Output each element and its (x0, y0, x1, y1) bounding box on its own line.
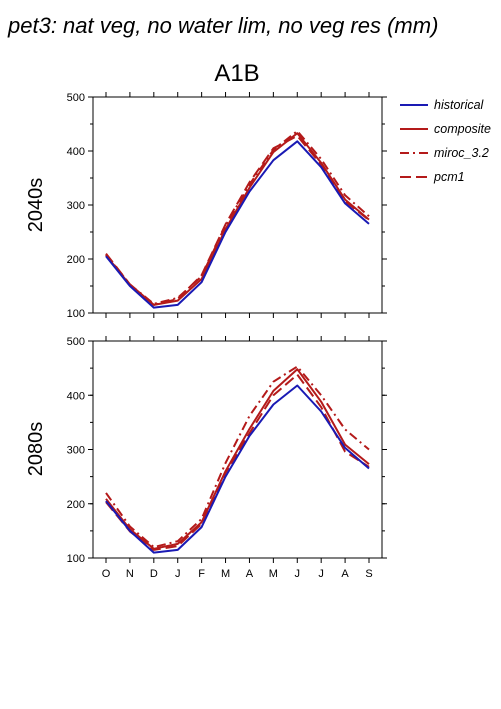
series-line-miroc-3-2 (105, 365, 370, 549)
series-line-composite (105, 132, 370, 306)
y-tick-label: 500 (67, 92, 85, 104)
y-tick-label: 300 (67, 445, 85, 457)
y-tick-label: 300 (67, 200, 85, 212)
y-tick-label: 200 (67, 499, 85, 511)
legend-label: pcm1 (433, 170, 465, 184)
figure-title: pet3: nat veg, no water lim, no veg res … (7, 13, 438, 38)
x-tick-label: J (175, 568, 181, 580)
x-tick-label: J (318, 568, 324, 580)
x-tick-label: A (341, 568, 349, 580)
legend-label: composite (434, 122, 491, 136)
scenario-label: A1B (214, 60, 259, 87)
x-tick-label: O (102, 568, 111, 580)
series-line-historical (105, 384, 370, 554)
panel-2040s: 100 200 300 400 500 2040s (25, 92, 387, 320)
y-tick-label: 500 (67, 336, 85, 348)
series-line-pcm1 (105, 373, 370, 551)
x-tick-label: F (198, 568, 205, 580)
legend: historical composite miroc_3.2 pcm1 (400, 98, 491, 184)
y-tick-label: 200 (67, 254, 85, 266)
series-line-miroc-3-2 (105, 130, 370, 305)
y-tick-label: 100 (67, 308, 85, 320)
x-tick-label: M (269, 568, 278, 580)
period-label: 2080s (25, 422, 47, 477)
legend-label: miroc_3.2 (434, 146, 489, 160)
series-line-historical (105, 140, 370, 309)
series-line-composite (105, 368, 370, 550)
y-tick-label: 400 (67, 146, 85, 158)
y-tick-label: 100 (67, 553, 85, 565)
x-tick-label: D (150, 568, 158, 580)
period-label: 2040s (25, 178, 47, 233)
series-line-pcm1 (105, 134, 370, 306)
x-tick-label: A (246, 568, 254, 580)
x-tick-label: M (221, 568, 230, 580)
y-tick-label: 400 (67, 390, 85, 402)
plot-frame (92, 96, 383, 314)
legend-label: historical (434, 98, 485, 112)
panel-2080s: 100 200 300 400 500 O N D J F M A M J J A S 2080s (25, 336, 387, 580)
x-tick-label: J (295, 568, 301, 580)
x-tick-label: N (126, 568, 134, 580)
x-tick-label: S (365, 568, 372, 580)
